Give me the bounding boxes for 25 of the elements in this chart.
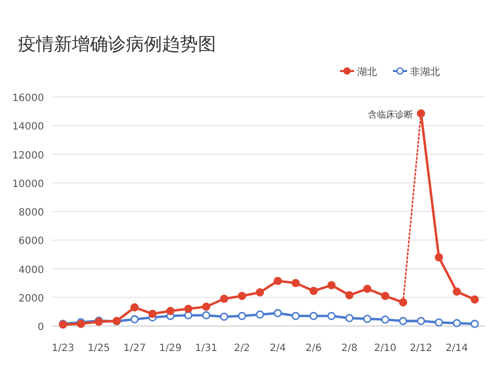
x-tick-label: 2/4 xyxy=(270,343,286,354)
legend-label: 非湖北 xyxy=(410,66,440,78)
y-tick-label: 6000 xyxy=(18,236,44,248)
x-tick-label: 1/31 xyxy=(194,343,218,354)
x-tick-label: 2/6 xyxy=(306,343,322,354)
y-tick-label: 0 xyxy=(38,322,44,333)
legend-label: 湖北 xyxy=(357,66,377,78)
x-tick-label: 2/2 xyxy=(234,343,250,354)
y-tick-label: 12000 xyxy=(12,150,44,162)
y-tick-label: 2000 xyxy=(18,293,44,304)
title: 疫情新增确诊病例趋势图 xyxy=(18,34,216,55)
y-tick-label: 14000 xyxy=(12,122,44,133)
x-tick-label: 1/23 xyxy=(52,343,74,354)
y-tick-label: 16000 xyxy=(12,93,44,104)
x-tick-label: 1/29 xyxy=(159,343,182,354)
x-tick-label: 2/10 xyxy=(374,343,396,354)
y-tick-label: 10000 xyxy=(12,178,44,190)
annotation: 含临床诊断 xyxy=(368,109,413,120)
x-tick-label: 2/8 xyxy=(341,343,358,354)
y-tick-label: 8000 xyxy=(18,208,44,218)
y-tick-label: 4000 xyxy=(18,264,44,276)
x-tick-label: 1/25 xyxy=(88,343,110,354)
x-tick-label: 2/14 xyxy=(446,343,468,354)
x-tick-label: 1/27 xyxy=(123,343,146,354)
x-tick-label: 2/12 xyxy=(410,343,432,354)
